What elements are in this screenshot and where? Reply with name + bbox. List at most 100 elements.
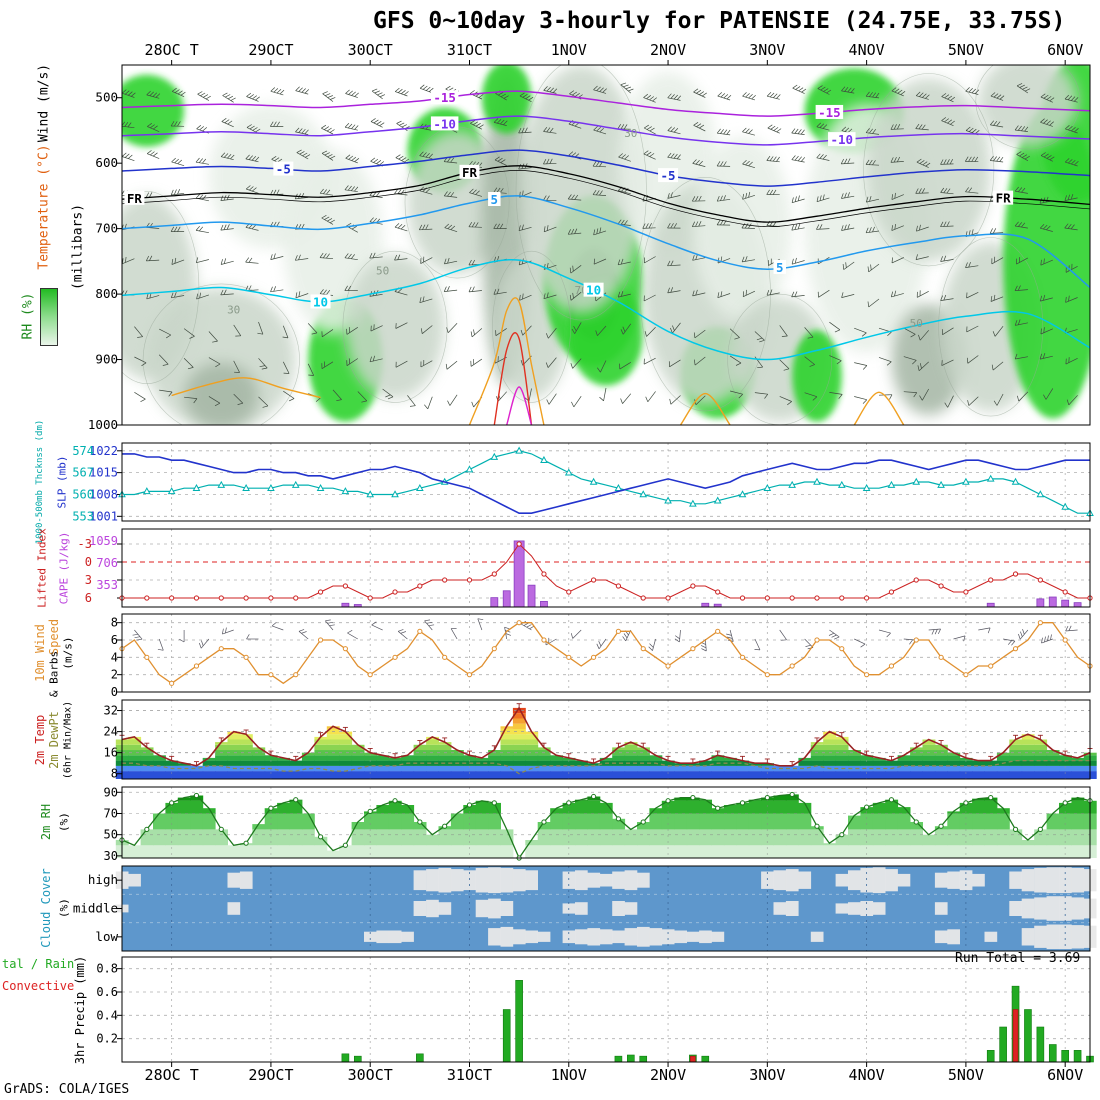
svg-text:5NOV: 5NOV	[948, 1066, 984, 1084]
svg-text:middle: middle	[73, 901, 118, 916]
svg-text:2NOV: 2NOV	[650, 41, 686, 59]
precip-panel: 0.8 0.6 0.4 0.2 28OC T 29OCT 30OCT 31OCT 1NOV 2NO…	[96, 956, 1094, 1084]
svg-text:0.8: 0.8	[96, 962, 118, 976]
svg-text:28OC T: 28OC T	[145, 41, 199, 59]
svg-text:0.6: 0.6	[96, 985, 118, 999]
figure-title: GFS 0~10day 3-hourly for PATENSIE (24.75…	[373, 8, 1066, 34]
svg-text:1022: 1022	[89, 444, 118, 458]
ylabel-minmax-note: (6hr Min/Max)	[62, 700, 74, 780]
svg-text:5NOV: 5NOV	[948, 41, 984, 59]
svg-text:2: 2	[111, 668, 118, 682]
svg-text:10: 10	[313, 294, 328, 309]
svg-text:29OCT: 29OCT	[248, 41, 293, 59]
ylabel-slp: SLP (mb)	[55, 455, 69, 509]
svg-text:FR: FR	[127, 191, 143, 206]
temp2m-panel: 32 24 16 8	[104, 699, 1097, 781]
svg-text:5: 5	[776, 260, 784, 275]
svg-text:24: 24	[104, 725, 118, 739]
svg-text:1001: 1001	[89, 509, 118, 523]
svg-text:3NOV: 3NOV	[749, 41, 785, 59]
ylabel-thickness: 1000-500mb Thcknss (dm)	[35, 419, 45, 545]
svg-text:30: 30	[624, 127, 637, 140]
ylabel-2m-rh-unit: (%)	[57, 812, 71, 832]
svg-text:0: 0	[111, 685, 118, 699]
svg-text:3NOV: 3NOV	[749, 1066, 785, 1084]
run-total-label: Run Total = 3.69	[955, 951, 1081, 966]
ylabel-cloud-unit: (%)	[57, 898, 71, 918]
svg-text:50: 50	[104, 828, 118, 842]
svg-text:3: 3	[85, 573, 92, 587]
svg-text:32: 32	[104, 704, 118, 718]
svg-text:6: 6	[111, 633, 118, 647]
svg-text:FR: FR	[996, 191, 1012, 206]
svg-text:4NOV: 4NOV	[849, 41, 885, 59]
ylabel-wind-barbs: & Barbs	[47, 650, 61, 698]
svg-text:30: 30	[227, 304, 240, 317]
ylabel-2m-temp: 2m Temp	[33, 714, 47, 766]
cape-lifted-index-panel: -3 0 3 6 1059 706 353	[78, 528, 1093, 608]
svg-text:800: 800	[95, 286, 118, 301]
svg-text:6NOV: 6NOV	[1047, 1066, 1083, 1084]
ylabel-wind-unit: (m/s)	[61, 636, 75, 670]
svg-text:29OCT: 29OCT	[248, 1066, 293, 1084]
svg-text:8: 8	[111, 767, 118, 781]
ylabel-lifted-index: Lifted Index	[35, 528, 49, 608]
ylabel-temperature: Temperature (°C)	[36, 144, 52, 270]
ylabel-2m-dewpt: 2m DewPt	[47, 711, 61, 769]
svg-text:-10: -10	[433, 116, 456, 131]
svg-text:574: 574	[72, 444, 94, 458]
rh-colorbar	[40, 288, 58, 346]
svg-text:1059: 1059	[89, 534, 118, 548]
slp-thickness-panel: 1022 1015 1008 1001 574 567 560 553	[72, 442, 1094, 523]
svg-text:700: 700	[95, 221, 118, 236]
rh2m-panel: 90 70 50 30	[104, 785, 1097, 863]
svg-text:50: 50	[910, 317, 923, 330]
svg-text:-5: -5	[276, 162, 291, 177]
svg-text:560: 560	[72, 487, 94, 501]
svg-text:8: 8	[111, 616, 118, 630]
svg-text:0.2: 0.2	[96, 1032, 118, 1046]
svg-text:-10: -10	[831, 132, 854, 147]
svg-text:6NOV: 6NOV	[1047, 41, 1083, 59]
svg-text:30OCT: 30OCT	[348, 1066, 393, 1084]
svg-text:0: 0	[85, 555, 92, 569]
svg-text:31OCT: 31OCT	[447, 41, 492, 59]
svg-text:553: 553	[72, 509, 94, 523]
svg-text:500: 500	[95, 90, 118, 105]
legend-total-rain: tal / Rain	[2, 957, 75, 971]
legend-convective: Convective	[2, 979, 75, 993]
svg-text:0.4: 0.4	[96, 1008, 118, 1022]
ylabel-3hr-precip: 3hr Precip (mm)	[73, 955, 87, 1065]
ylabel-cloud-cover: Cloud Cover	[39, 868, 53, 948]
svg-text:30OCT: 30OCT	[348, 41, 393, 59]
svg-text:353: 353	[96, 578, 118, 592]
svg-text:30: 30	[104, 849, 118, 863]
svg-text:900: 900	[95, 352, 118, 367]
svg-text:28OC T: 28OC T	[145, 1066, 199, 1084]
svg-text:4: 4	[111, 650, 118, 664]
grads-credit: GrADS: COLA/IGES	[4, 1082, 130, 1097]
svg-text:-3: -3	[78, 537, 92, 551]
svg-text:5: 5	[491, 192, 499, 207]
svg-text:31OCT: 31OCT	[447, 1066, 492, 1084]
svg-text:50: 50	[376, 264, 389, 277]
wind10m-panel: 8 6 4 2 0	[111, 613, 1093, 699]
svg-text:4NOV: 4NOV	[849, 1066, 885, 1084]
svg-text:-15: -15	[433, 90, 456, 105]
svg-text:70: 70	[104, 806, 118, 820]
svg-text:low: low	[95, 929, 118, 944]
ylabel-2m-rh: 2m RH	[39, 803, 53, 841]
svg-text:600: 600	[95, 155, 118, 170]
cross-section-wind-barbs	[122, 82, 1079, 410]
svg-text:1NOV: 1NOV	[551, 1066, 587, 1084]
ylabel-10m-wind: 10m Wind	[33, 624, 47, 682]
svg-text:6: 6	[85, 591, 92, 605]
svg-text:90: 90	[104, 785, 118, 799]
svg-text:1000: 1000	[88, 417, 118, 432]
svg-text:706: 706	[96, 556, 118, 570]
svg-text:2NOV: 2NOV	[650, 1066, 686, 1084]
svg-text:high: high	[88, 872, 118, 887]
ylabel-wind: Wind (m/s)	[36, 63, 52, 143]
